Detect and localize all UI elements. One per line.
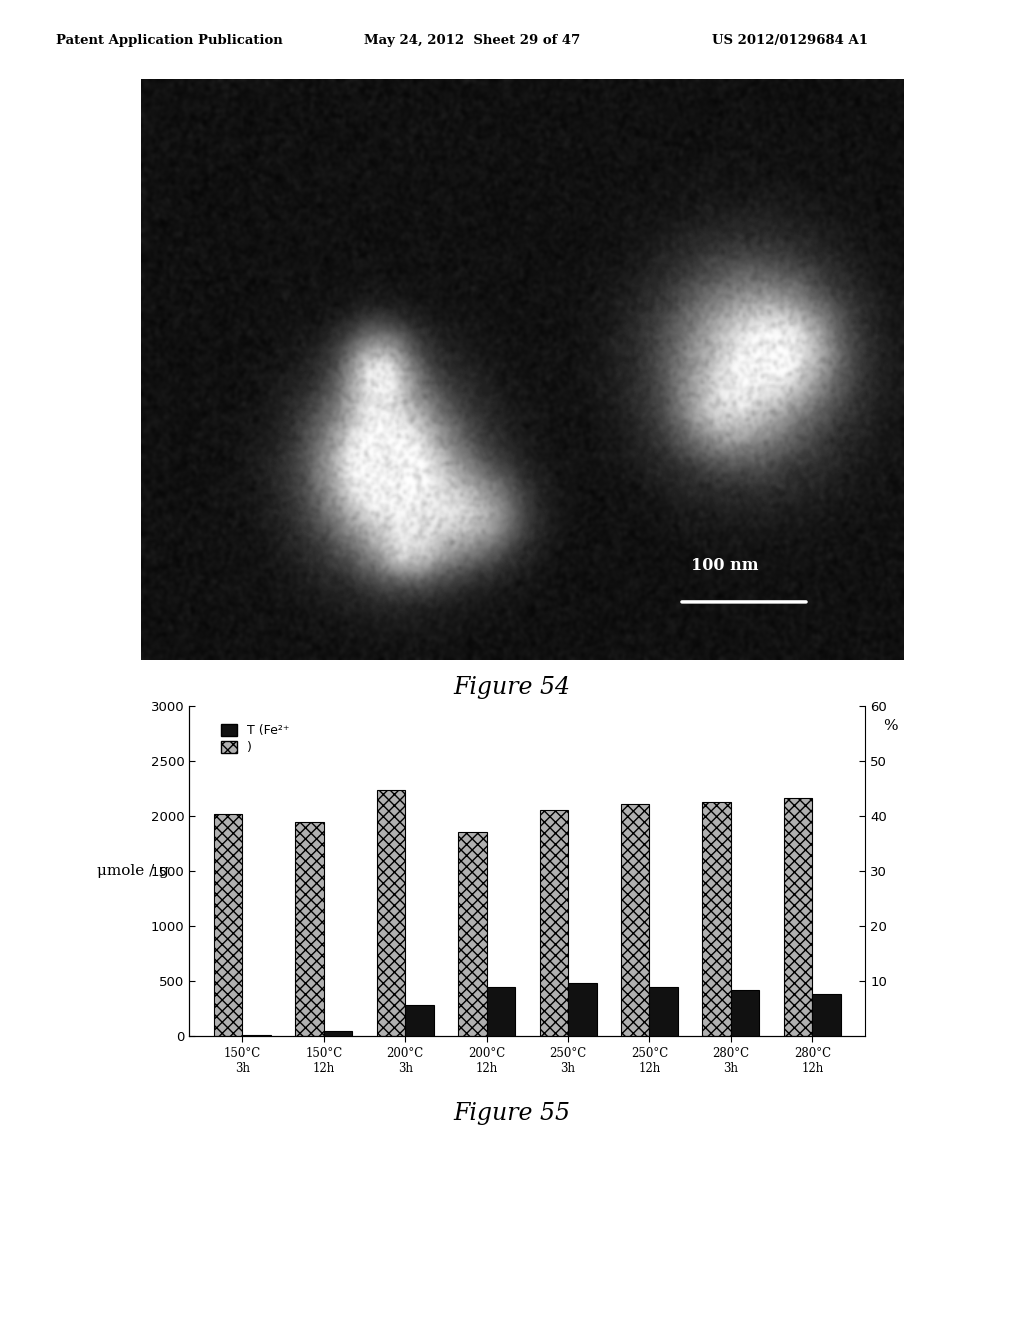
Bar bbox=[243, 1035, 271, 1036]
Bar bbox=[568, 983, 597, 1036]
Bar bbox=[731, 990, 760, 1036]
Bar bbox=[324, 1031, 352, 1036]
Text: US 2012/0129684 A1: US 2012/0129684 A1 bbox=[712, 34, 867, 48]
Bar bbox=[621, 804, 649, 1036]
Bar bbox=[702, 803, 731, 1036]
Bar bbox=[377, 789, 406, 1036]
Bar bbox=[812, 994, 841, 1036]
Bar bbox=[214, 814, 243, 1036]
Text: Figure 55: Figure 55 bbox=[454, 1102, 570, 1125]
Bar bbox=[783, 797, 812, 1036]
Bar bbox=[458, 832, 486, 1036]
Bar bbox=[486, 987, 515, 1036]
Legend: T (Fe²⁺, ): T (Fe²⁺, ) bbox=[216, 719, 295, 759]
Bar bbox=[406, 1006, 434, 1036]
Text: May 24, 2012  Sheet 29 of 47: May 24, 2012 Sheet 29 of 47 bbox=[364, 34, 580, 48]
Text: Patent Application Publication: Patent Application Publication bbox=[56, 34, 283, 48]
Text: μmole / g: μmole / g bbox=[97, 865, 169, 878]
Text: %: % bbox=[884, 719, 898, 733]
Bar bbox=[295, 821, 324, 1036]
Text: 100 nm: 100 nm bbox=[690, 557, 758, 574]
Text: Figure 54: Figure 54 bbox=[454, 676, 570, 698]
Bar bbox=[540, 809, 568, 1036]
Bar bbox=[649, 987, 678, 1036]
